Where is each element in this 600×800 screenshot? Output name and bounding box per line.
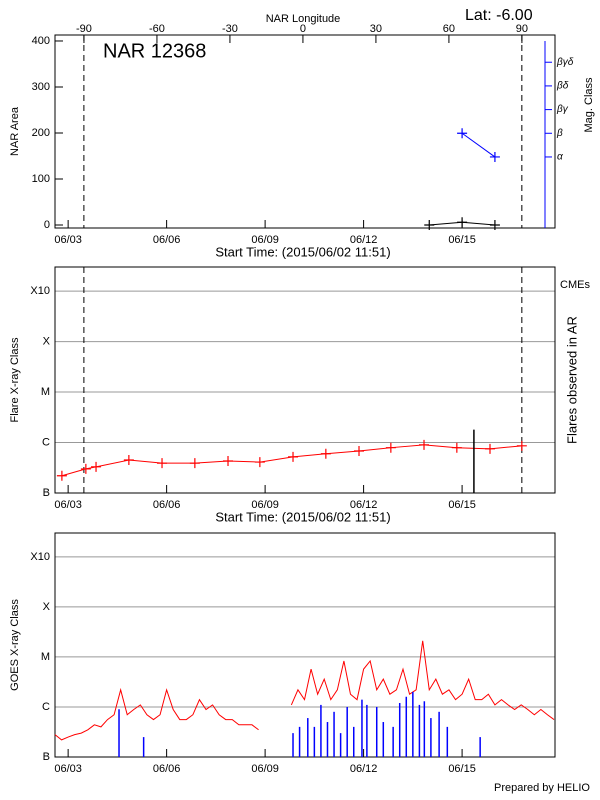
footer: Prepared by HELIO: [494, 782, 590, 794]
y-tick-label: M: [41, 651, 50, 663]
y2-axis-title: Mag. Class: [583, 77, 595, 133]
y-axis-title: Flare X-ray Class: [9, 337, 21, 422]
point-marker: [189, 458, 200, 469]
x-axis-title: Start Time: (2015/06/02 11:51): [215, 509, 390, 524]
x2-axis-title: NAR Longitude: [266, 13, 341, 25]
point-marker: [385, 442, 396, 453]
x-tick-label: 06/15: [448, 763, 476, 775]
point-marker: [354, 445, 365, 456]
y-tick-label: 100: [32, 173, 50, 185]
plot-frame: [54, 266, 556, 494]
point-marker: [484, 443, 495, 454]
point-marker: [451, 442, 462, 453]
y-tick-label: 400: [32, 35, 50, 47]
x-tick-label: 06/12: [350, 499, 378, 511]
x-tick-label: 06/03: [54, 763, 82, 775]
y-tick-label: X10: [30, 551, 50, 563]
x2-tick-label: -30: [222, 23, 238, 35]
y2-tick-label: α: [557, 152, 563, 163]
y2-axis-title: Flares observed in AR: [564, 316, 579, 444]
plot-frame: [54, 34, 556, 229]
y-tick-label: X: [43, 601, 51, 613]
x2-tick-label: -60: [149, 23, 165, 35]
x-tick-label: 06/09: [251, 763, 279, 775]
region-title: NAR 12368: [103, 40, 206, 62]
annotation: Lat: -6.00: [465, 7, 533, 24]
y-tick-label: M: [41, 386, 50, 398]
point-marker: [457, 128, 468, 139]
point-marker: [288, 451, 299, 462]
x-tick-label: 06/06: [153, 499, 181, 511]
point-marker: [419, 439, 430, 450]
y-axis-title: GOES X-ray Class: [9, 599, 21, 691]
annotation: CMEs: [560, 279, 590, 291]
x-tick-label: 06/15: [448, 234, 476, 246]
x2-tick-label: 90: [516, 23, 528, 35]
y2-tick-label: βγ: [556, 104, 569, 115]
plot-frame: [54, 532, 556, 758]
series-line: [61, 444, 522, 477]
y-tick-label: X10: [30, 285, 50, 297]
point-marker: [457, 217, 468, 228]
point-marker: [157, 458, 168, 469]
x2-tick-label: -90: [76, 23, 92, 35]
y-tick-label: X: [43, 335, 51, 347]
y2-tick-label: β: [556, 128, 563, 139]
x2-tick-label: 60: [443, 23, 455, 35]
x-tick-label: 06/15: [448, 499, 476, 511]
y-axis-title: NAR Area: [9, 106, 21, 156]
point-marker: [91, 461, 102, 472]
y-tick-label: 0: [44, 219, 50, 231]
x-axis-title: Start Time: (2015/06/02 11:51): [215, 244, 390, 259]
point-marker: [489, 151, 500, 162]
x-tick-label: 06/12: [350, 234, 378, 246]
x-tick-label: 06/06: [153, 234, 181, 246]
series-line: [54, 640, 555, 741]
y-tick-label: B: [43, 487, 50, 499]
y-tick-label: 300: [32, 81, 50, 93]
point-marker: [80, 463, 91, 474]
point-marker: [424, 220, 435, 231]
point-marker: [254, 457, 265, 468]
series-line: [461, 132, 496, 158]
x2-tick-label: 0: [300, 23, 306, 35]
y-tick-label: 200: [32, 127, 50, 139]
y2-tick-label: βδ: [556, 81, 569, 92]
x-tick-label: 06/06: [153, 763, 181, 775]
x-tick-label: 06/09: [251, 234, 279, 246]
point-marker: [56, 470, 67, 481]
x-tick-label: 06/03: [54, 499, 82, 511]
x-tick-label: 06/09: [251, 499, 279, 511]
point-marker: [123, 455, 134, 466]
y-tick-label: C: [42, 701, 50, 713]
x2-tick-label: 30: [370, 23, 382, 35]
x-tick-label: 06/03: [54, 234, 82, 246]
x-tick-label: 06/12: [350, 763, 378, 775]
point-marker: [320, 448, 331, 459]
y-tick-label: B: [43, 751, 50, 763]
point-marker: [489, 220, 500, 231]
point-marker: [516, 440, 527, 451]
y2-tick-label: βγδ: [556, 57, 574, 68]
y-tick-label: C: [42, 436, 50, 448]
point-marker: [223, 456, 234, 467]
